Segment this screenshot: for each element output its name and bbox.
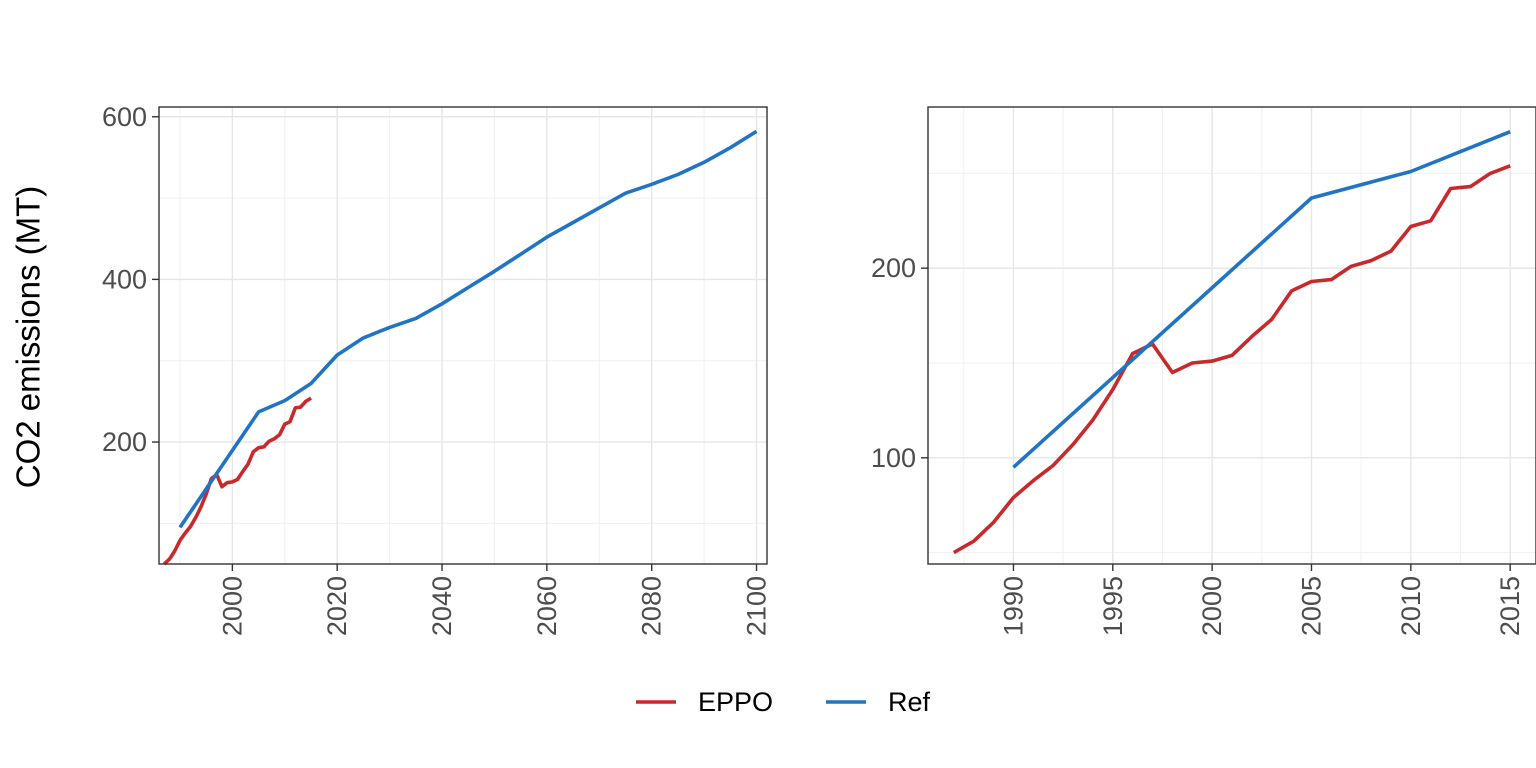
series-line-eppo [162,396,312,566]
x-tick-label: 2010 [1396,576,1426,636]
x-tick-label: 2100 [742,576,772,636]
x-tick-label: 1995 [1098,576,1128,636]
legend-item-eppo: EPPO [636,687,773,717]
x-tick-label: 2000 [217,576,247,636]
x-tick-label: 2080 [637,576,667,636]
x-tick-label: 2015 [1495,576,1525,636]
chart-panel-2: 100 200 1990 1995 2000 2005 2010 2015 [871,106,1536,636]
y-tick-label: 200 [102,427,147,457]
x-tick-label: 2005 [1296,576,1326,636]
y-tick-label: 100 [871,443,916,473]
series-line-ref [178,129,758,529]
plot-background [159,107,767,564]
legend-item-ref: Ref [826,687,931,717]
y-tick-label: 400 [102,264,147,294]
y-tick-label: 200 [871,253,916,283]
legend-label: Ref [888,687,931,717]
series-line-eppo [952,164,1511,555]
x-tick-label: 2020 [322,576,352,636]
legend: EPPO Ref [636,687,931,717]
plot-background [928,107,1536,564]
y-tick-label: 600 [102,102,147,132]
x-tick-label: 2000 [1197,576,1227,636]
x-tick-label: 2060 [532,576,562,636]
x-tick-label: 1990 [998,576,1028,636]
legend-label: EPPO [698,687,773,717]
x-tick-label: 2040 [427,576,457,636]
panel-border [158,106,768,565]
panel-border [927,106,1536,565]
chart-panel-1: 200 400 600 2000 2020 2040 2060 2080 2100 [102,102,772,636]
y-axis-label: CO2 emissions (MT) [10,186,47,489]
series-line-ref [1012,130,1511,469]
